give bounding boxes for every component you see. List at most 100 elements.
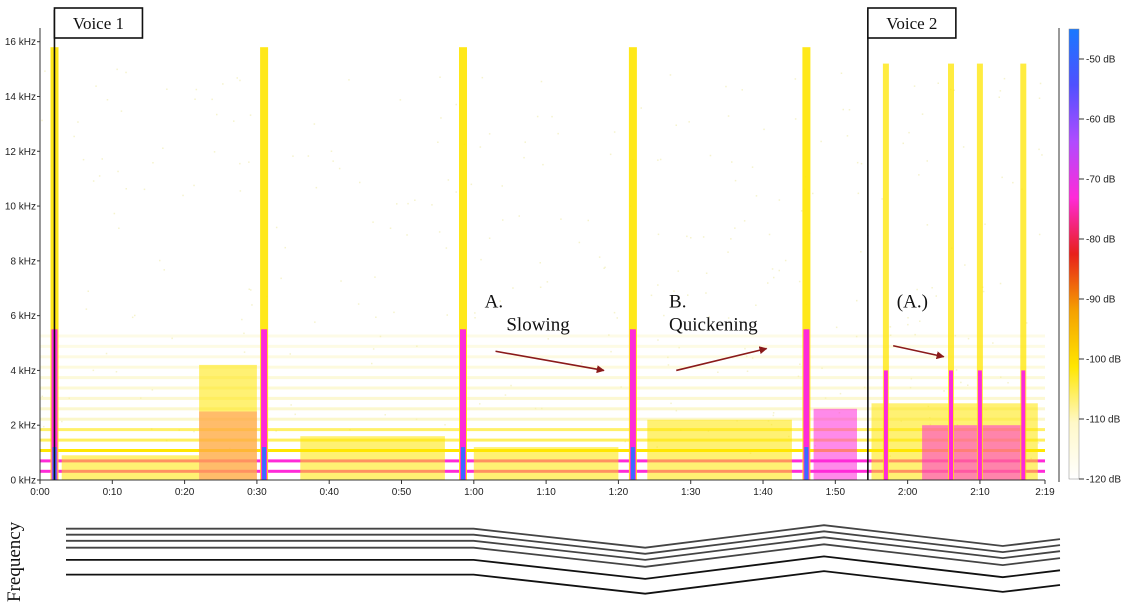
onset-broadband bbox=[260, 47, 269, 480]
x-axis-ticks: 0:00 0:10 0:20 0:30 0:40 0:50 1:00 1:10 1:20 1:30… bbox=[30, 480, 1055, 498]
noise-dot bbox=[546, 281, 549, 283]
noise-dot bbox=[926, 224, 929, 226]
frequency-line bbox=[66, 536, 1061, 561]
noise-dot bbox=[1037, 442, 1040, 444]
noise-dot bbox=[414, 199, 416, 201]
y-tick-label: 16 kHz bbox=[5, 37, 36, 48]
noise-dot bbox=[371, 362, 373, 365]
noise-dot bbox=[280, 277, 282, 280]
noise-dot bbox=[163, 269, 165, 271]
noise-dot bbox=[609, 153, 612, 156]
noise-dot bbox=[166, 88, 168, 90]
resonance-block bbox=[813, 408, 857, 480]
noise-dot bbox=[824, 397, 827, 399]
noise-dot bbox=[249, 114, 252, 116]
noise-dot bbox=[857, 192, 860, 195]
noise-dot bbox=[551, 115, 553, 118]
noise-dot bbox=[964, 264, 966, 266]
noise-dot bbox=[730, 238, 732, 240]
noise-dot bbox=[798, 280, 801, 283]
onset-core bbox=[1021, 370, 1026, 480]
noise-dot bbox=[999, 282, 1002, 285]
noise-dot bbox=[907, 317, 909, 319]
noise-dot bbox=[116, 68, 118, 71]
noise-dot bbox=[171, 337, 173, 340]
noise-dot bbox=[239, 162, 241, 165]
x-tick-label: 2:19 bbox=[1035, 487, 1055, 498]
noise-dot bbox=[340, 280, 342, 282]
noise-dot bbox=[68, 397, 70, 399]
noise-dot bbox=[241, 318, 243, 321]
y-tick-label: 8 kHz bbox=[10, 256, 36, 267]
noise-dot bbox=[931, 287, 933, 289]
noise-dot bbox=[667, 356, 669, 359]
noise-dot bbox=[677, 270, 679, 272]
noise-dot bbox=[954, 334, 957, 337]
noise-dot bbox=[118, 227, 120, 229]
noise-dot bbox=[799, 363, 801, 365]
x-tick-label: 0:00 bbox=[30, 487, 50, 498]
noise-dot bbox=[399, 99, 402, 101]
annotation-label: Quickening bbox=[669, 314, 758, 335]
noise-dot bbox=[889, 326, 892, 328]
noise-dot bbox=[741, 89, 743, 91]
y-tick-label: 2 kHz bbox=[10, 421, 36, 432]
noise-dot bbox=[407, 202, 409, 205]
noise-dot bbox=[919, 320, 921, 322]
noise-dot bbox=[717, 371, 719, 373]
noise-dot bbox=[143, 188, 146, 191]
y-tick-label: 0 kHz bbox=[10, 476, 36, 487]
noise-dot bbox=[445, 247, 448, 249]
noise-dot bbox=[960, 381, 962, 384]
noise-dot bbox=[481, 76, 484, 79]
noise-dot bbox=[134, 314, 136, 317]
noise-dot bbox=[650, 294, 653, 297]
x-tick-label: 1:30 bbox=[681, 487, 701, 498]
noise-dot bbox=[182, 194, 184, 197]
noise-dot bbox=[839, 392, 842, 395]
noise-dot bbox=[243, 332, 245, 335]
onset-core bbox=[261, 329, 268, 480]
noise-dot bbox=[914, 333, 916, 336]
noise-dot bbox=[239, 79, 241, 82]
noise-dot bbox=[967, 337, 970, 340]
noise-dot bbox=[194, 98, 196, 100]
noise-dot bbox=[233, 120, 235, 122]
noise-dot bbox=[613, 131, 616, 133]
resonance-block bbox=[300, 436, 445, 480]
annotation-label: Slowing bbox=[506, 314, 570, 335]
noise-dot bbox=[657, 339, 659, 341]
colorbar-tick-label: -60 dB bbox=[1086, 115, 1116, 126]
noise-dot bbox=[916, 288, 918, 291]
noise-dot bbox=[860, 162, 863, 165]
noise-dot bbox=[294, 413, 296, 416]
noise-dot bbox=[731, 161, 733, 163]
frequency-line bbox=[66, 524, 1061, 549]
noise-dot bbox=[771, 268, 774, 270]
noise-dot bbox=[603, 267, 605, 269]
onset-peak bbox=[804, 447, 809, 480]
noise-dot bbox=[131, 316, 134, 319]
harmonic-band bbox=[40, 407, 1045, 411]
harmonic-band bbox=[40, 334, 1045, 338]
noise-dot bbox=[330, 150, 333, 152]
noise-dot bbox=[767, 282, 769, 284]
frequency-line bbox=[66, 543, 1061, 568]
noise-dot bbox=[292, 155, 294, 157]
noise-dot bbox=[734, 179, 737, 182]
x-tick-label: 2:00 bbox=[898, 487, 918, 498]
noise-dot bbox=[1038, 233, 1041, 236]
noise-dot bbox=[379, 335, 382, 338]
voice-marker-label: Voice 2 bbox=[886, 14, 937, 33]
noise-dot bbox=[935, 295, 937, 297]
onset-broadband bbox=[628, 47, 637, 480]
noise-dot bbox=[955, 369, 958, 371]
noise-dot bbox=[659, 158, 662, 161]
onset-broadband bbox=[948, 63, 954, 480]
noise-dot bbox=[690, 237, 692, 239]
noise-dot bbox=[999, 90, 1002, 92]
harmonic-band bbox=[40, 365, 1045, 369]
noise-dot bbox=[921, 113, 924, 115]
noise-dot bbox=[488, 133, 491, 135]
noise-dot bbox=[784, 259, 787, 262]
